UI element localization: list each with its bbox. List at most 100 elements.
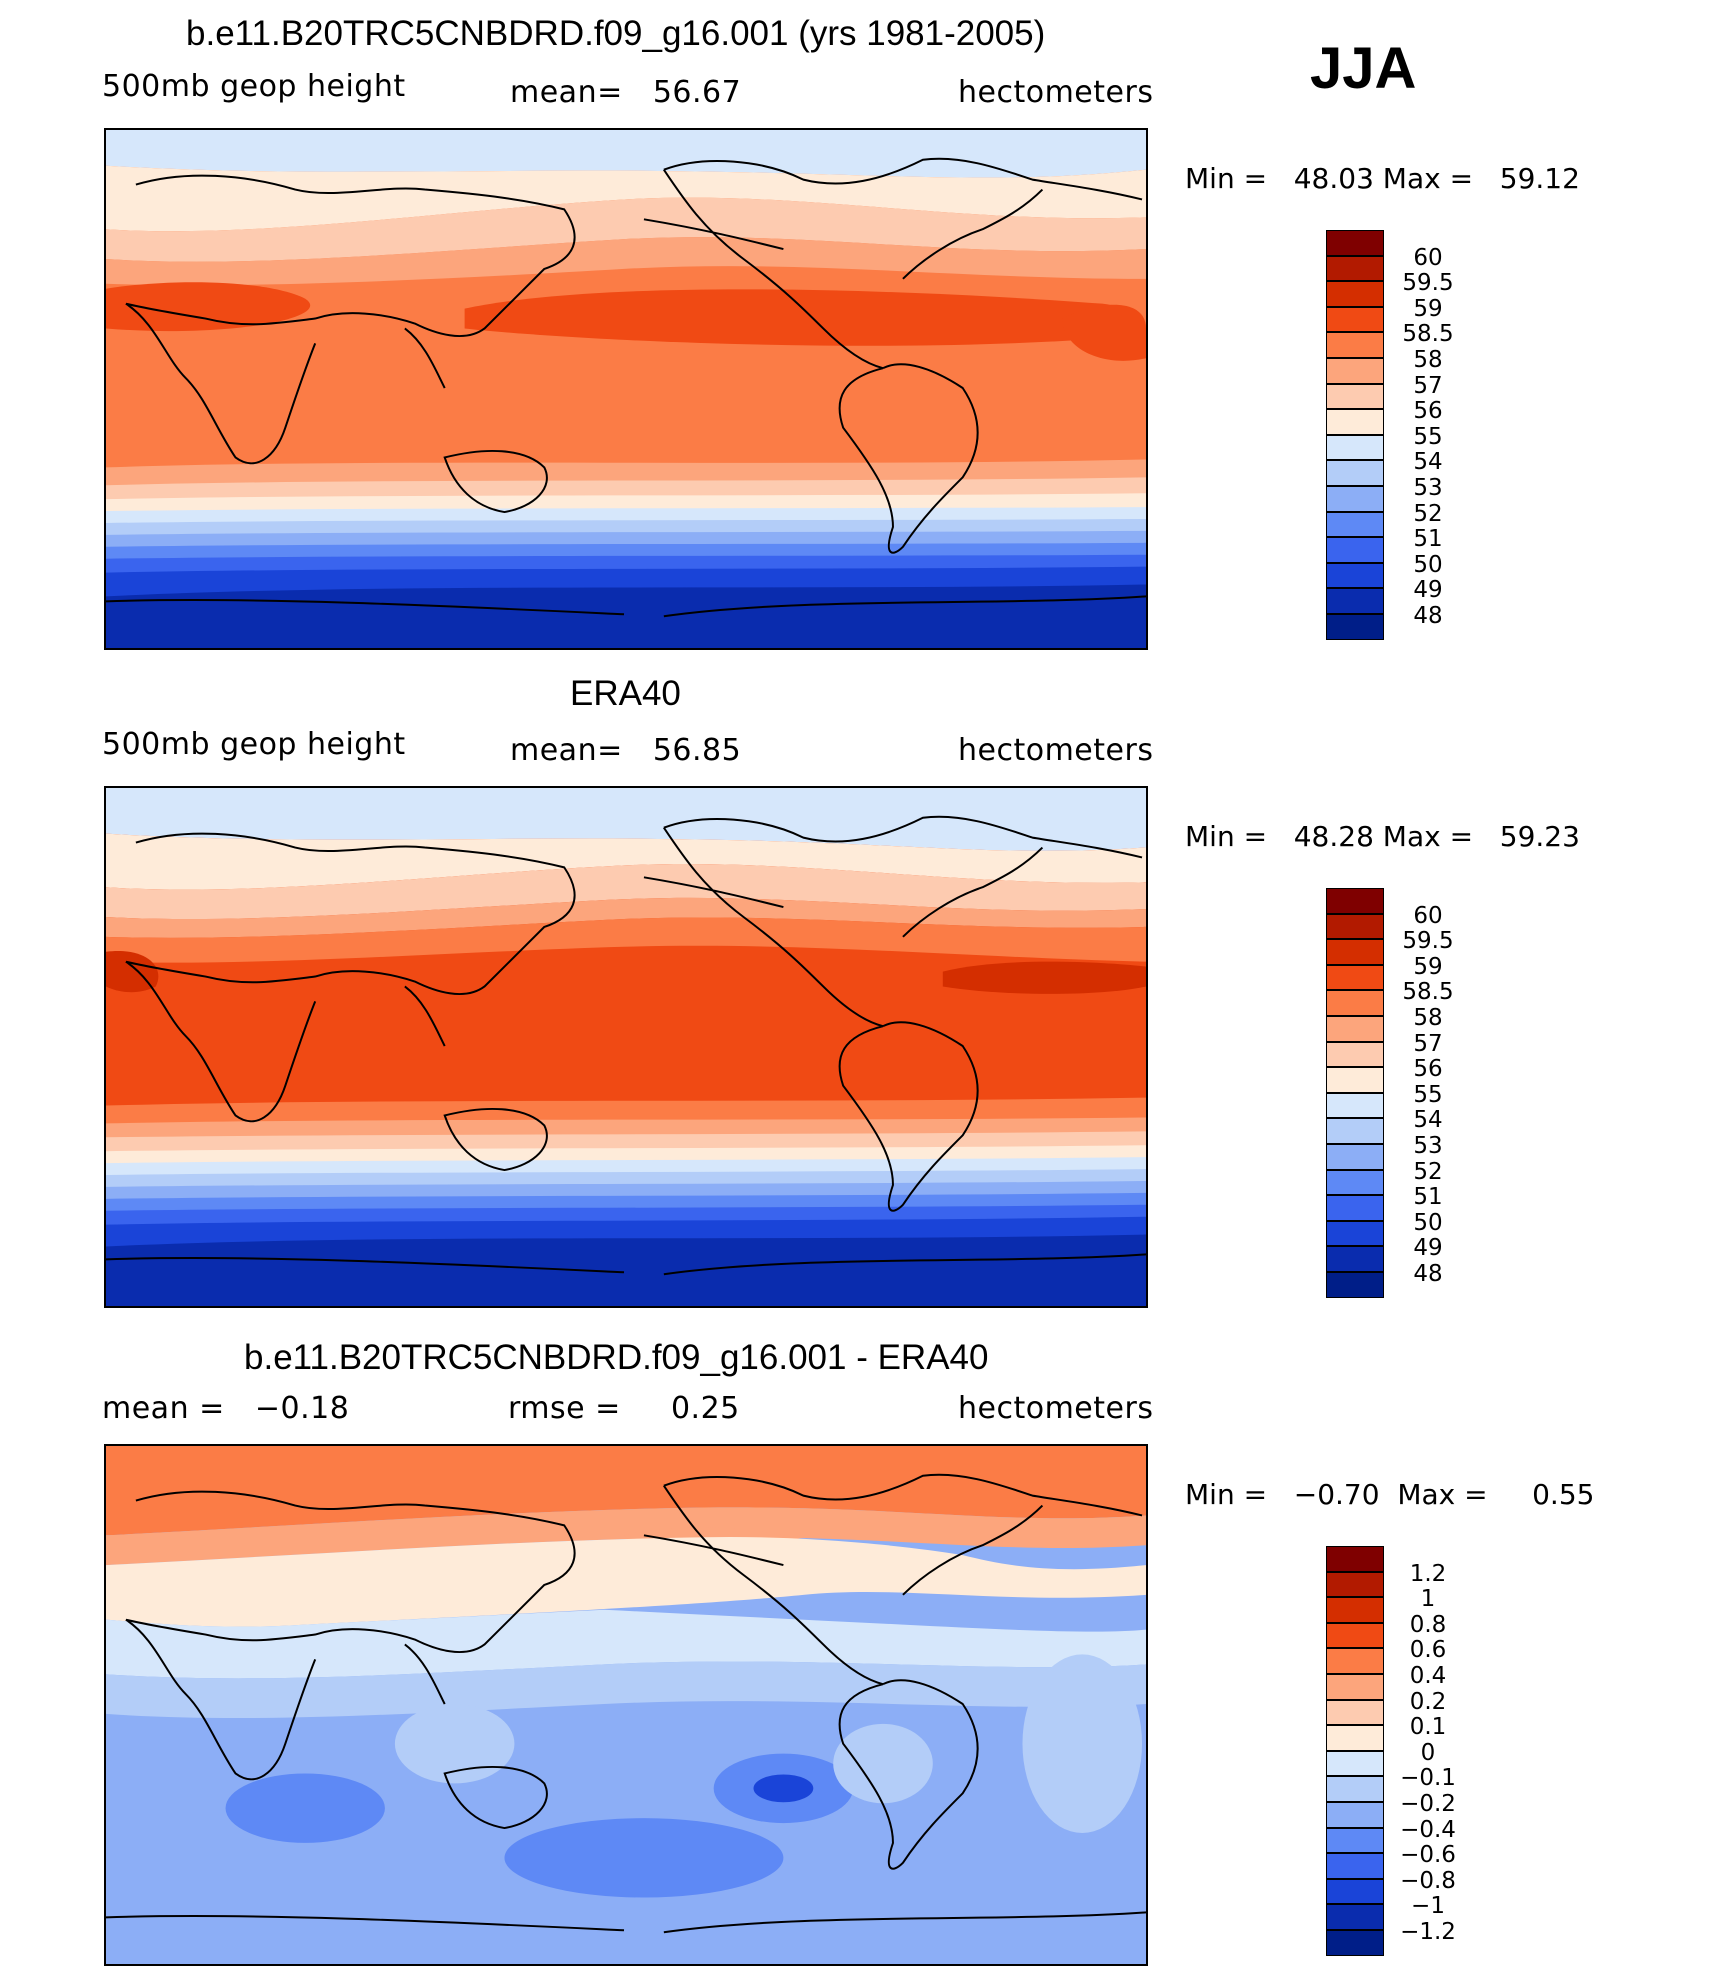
colorbar-tick-label: 0.2 <box>1409 1688 1447 1715</box>
colorbar-tick-label: 57 <box>1413 1030 1443 1057</box>
colorbar-swatch <box>1326 1802 1384 1828</box>
colorbar-tick-label: 60 <box>1413 902 1443 929</box>
min-max-label: Min = 48.03 Max = 59.12 <box>1185 162 1580 195</box>
field-label: 500mb geop height <box>102 727 406 762</box>
colorbar-swatch <box>1326 1195 1384 1221</box>
colorbar-tick-label: 52 <box>1413 1158 1443 1185</box>
colorbar-diff <box>1326 1546 1386 1956</box>
colorbar-swatch <box>1326 1750 1384 1777</box>
units-label: hectometers <box>958 75 1154 110</box>
colorbar-swatch <box>1326 1092 1384 1119</box>
colorbar-swatch <box>1326 1169 1384 1196</box>
colorbar-tick-label: −1 <box>1411 1893 1445 1920</box>
colorbar-swatch <box>1326 990 1384 1016</box>
units-label: hectometers <box>958 733 1154 768</box>
colorbar-tick-label: −0.1 <box>1400 1765 1456 1792</box>
colorbar-tick-label: 0.6 <box>1409 1637 1447 1664</box>
colorbar-swatch <box>1326 1878 1384 1905</box>
colorbar-swatch <box>1326 1648 1384 1674</box>
colorbar-swatch <box>1326 1272 1384 1298</box>
colorbar-swatch <box>1326 888 1384 914</box>
colorbar-tick-label: 55 <box>1413 423 1443 450</box>
colorbar-swatch <box>1326 939 1384 965</box>
colorbar-swatch <box>1326 1699 1384 1726</box>
colorbar-swatch <box>1326 1041 1384 1068</box>
field-label: 500mb geop height <box>102 69 406 104</box>
mean-label: mean = −0.18 <box>102 1391 350 1426</box>
colorbar-swatch <box>1326 1622 1384 1649</box>
panel-title: b.e11.B20TRC5CNBDRD.f09_g16.001 (yrs 198… <box>186 14 1046 53</box>
mean-label: mean= 56.85 <box>510 733 742 768</box>
colorbar-tick-label: 48 <box>1413 603 1443 629</box>
colorbar-tick-label: 0 <box>1420 1739 1436 1766</box>
colorbar-swatch <box>1326 1246 1384 1272</box>
colorbar-tick-label: 49 <box>1413 577 1443 604</box>
colorbar-tick-label: 1 <box>1420 1586 1436 1613</box>
colorbar-tick-label: −0.4 <box>1400 1816 1456 1843</box>
colorbar-swatch <box>1326 1930 1384 1956</box>
colorbar-swatch <box>1326 1725 1384 1751</box>
colorbar-swatch <box>1326 306 1384 333</box>
colorbar-tick-label: 51 <box>1413 526 1443 553</box>
colorbar-swatch <box>1326 1827 1384 1854</box>
map-difference <box>104 1444 1148 1966</box>
colorbar-swatch <box>1326 1118 1384 1144</box>
colorbar-labels-model: 60 59.5 59 58.5 58 57 56 55 54 53 52 51 50 49 48 <box>1388 230 1468 640</box>
colorbar-tick-label: 56 <box>1413 1056 1443 1083</box>
colorbar-swatch <box>1326 537 1384 563</box>
colorbar-tick-label: 50 <box>1413 551 1443 578</box>
colorbar-tick-label: 50 <box>1413 1209 1443 1236</box>
colorbar-tick-label: 59.5 <box>1402 928 1454 955</box>
colorbar-tick-label: 0.8 <box>1409 1611 1447 1638</box>
colorbar-tick-label: 60 <box>1413 244 1443 271</box>
colorbar-swatch <box>1326 230 1384 256</box>
colorbar-swatch <box>1326 614 1384 640</box>
colorbar-tick-label: 58 <box>1413 347 1443 373</box>
colorbar-swatch <box>1326 255 1384 282</box>
mean-label: mean= 56.67 <box>510 75 742 110</box>
min-max-label: Min = −0.70 Max = 0.55 <box>1185 1478 1595 1511</box>
colorbar-tick-label: 58 <box>1413 1005 1443 1031</box>
colorbar-labels-diff: 1.2 1 0.8 0.6 0.4 0.2 0.1 0 −0.1 −0.2 −0.4 −0.6 −0.8… <box>1388 1546 1468 1956</box>
colorbar-tick-label: 53 <box>1413 475 1443 501</box>
panel-title: ERA40 <box>570 674 681 713</box>
colorbar-swatch <box>1326 562 1384 589</box>
colorbar-tick-label: 58.5 <box>1402 321 1454 348</box>
colorbar-tick-label: 48 <box>1413 1261 1443 1287</box>
colorbar-tick-label: 1.2 <box>1409 1560 1447 1587</box>
colorbar-swatch <box>1326 358 1384 384</box>
colorbar-tick-label: 49 <box>1413 1235 1443 1262</box>
colorbar-swatch <box>1326 486 1384 512</box>
colorbar-tick-label: −0.2 <box>1400 1791 1456 1817</box>
colorbar-swatch <box>1326 1571 1384 1598</box>
colorbar-tick-label: 58.5 <box>1402 979 1454 1006</box>
colorbar-swatch <box>1326 1067 1384 1093</box>
colorbar-model <box>1326 230 1386 640</box>
colorbar-swatch <box>1326 1016 1384 1042</box>
units-label: hectometers <box>958 1391 1154 1426</box>
colorbar-swatch <box>1326 511 1384 538</box>
colorbar-tick-label: 53 <box>1413 1133 1443 1159</box>
colorbar-tick-label: −0.6 <box>1400 1842 1456 1869</box>
map-model-z500 <box>104 128 1148 650</box>
panel-title: b.e11.B20TRC5CNBDRD.f09_g16.001 - ERA40 <box>244 1338 989 1377</box>
rmse-label: rmse = 0.25 <box>508 1391 740 1426</box>
colorbar-tick-label: 51 <box>1413 1184 1443 1211</box>
colorbar-tick-label: 56 <box>1413 398 1443 425</box>
colorbar-swatch <box>1326 1674 1384 1700</box>
colorbar-swatch <box>1326 434 1384 461</box>
colorbar-swatch <box>1326 1776 1384 1802</box>
colorbar-tick-label: 0.4 <box>1409 1663 1447 1689</box>
colorbar-tick-label: −1.2 <box>1400 1919 1456 1945</box>
colorbar-swatch <box>1326 1853 1384 1879</box>
colorbar-swatch <box>1326 460 1384 486</box>
colorbar-swatch <box>1326 383 1384 410</box>
colorbar-tick-label: 59 <box>1413 953 1443 980</box>
colorbar-tick-label: 0.1 <box>1409 1714 1447 1741</box>
colorbar-tick-label: −0.8 <box>1400 1867 1456 1894</box>
colorbar-swatch <box>1326 1220 1384 1247</box>
colorbar-swatch <box>1326 913 1384 940</box>
colorbar-tick-label: 52 <box>1413 500 1443 527</box>
colorbar-tick-label: 54 <box>1413 449 1443 476</box>
season-label: JJA <box>1310 36 1417 101</box>
